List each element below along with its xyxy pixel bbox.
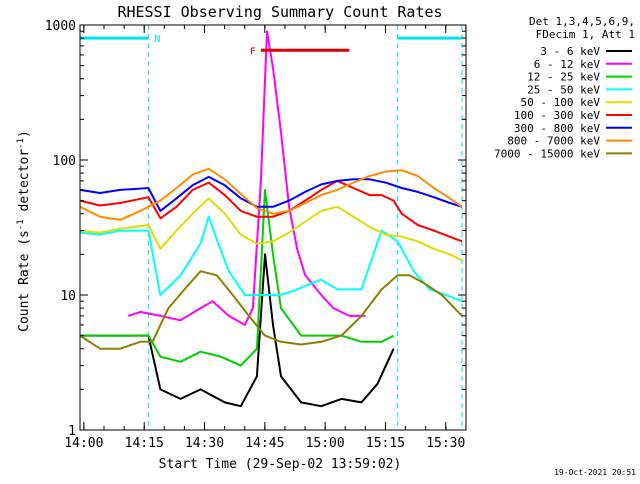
x-tick-label-4: 15:00 <box>306 436 345 451</box>
series-line-2 <box>80 188 395 367</box>
plot-frame <box>79 24 467 431</box>
series-line-1 <box>127 30 366 326</box>
y-tick-label-0: 1 <box>68 424 76 439</box>
y-tick-label-3: 1000 <box>45 19 76 34</box>
x-tick-label-1: 14:15 <box>125 436 164 451</box>
y-tick-label-2: 100 <box>53 154 76 169</box>
legend-header-line-2: FDecim 1, Att 1 <box>536 28 635 41</box>
series-line-7 <box>79 167 463 221</box>
x-tick-label-2: 14:30 <box>185 436 224 451</box>
series-line-0 <box>80 253 395 408</box>
legend-label-5: 100 - 300 keV <box>514 109 600 122</box>
legend-label-1: 6 - 12 keV <box>534 58 601 71</box>
x-tick-label-5: 15:15 <box>366 436 405 451</box>
x-tick-label-3: 14:45 <box>245 436 284 451</box>
series-line-3 <box>79 215 463 303</box>
legend-label-3: 25 - 50 keV <box>527 83 600 96</box>
chart-title: RHESSI Observing Summary Count Rates <box>117 3 442 21</box>
flag-label-2: F <box>250 46 256 57</box>
series-line-6 <box>79 175 463 212</box>
legend-label-8: 7000 - 15000 keV <box>494 147 600 160</box>
legend-label-4: 50 - 100 keV <box>521 96 601 109</box>
timestamp: 19-Oct-2021 20:51 <box>554 468 636 477</box>
y-tick-label-1: 10 <box>60 289 76 304</box>
legend-label-7: 800 - 7000 keV <box>507 135 600 148</box>
legend-label-6: 300 - 800 keV <box>514 122 600 135</box>
y-axis-label: Count Rate (s-1 detector-1) <box>16 130 32 332</box>
x-tick-label-0: 14:00 <box>64 436 103 451</box>
plot-layer: NF <box>79 25 463 430</box>
series-line-4 <box>79 197 463 262</box>
flag-label-0: N <box>154 34 160 45</box>
legend-header-line-1: Det 1,3,4,5,6,9, <box>529 15 635 28</box>
legend-label-2: 12 - 25 keV <box>527 71 600 84</box>
legend-label-0: 3 - 6 keV <box>540 45 600 58</box>
series-line-8 <box>79 270 463 350</box>
x-tick-label-6: 15:30 <box>426 436 465 451</box>
x-axis-label: Start Time (29-Sep-02 13:59:02) <box>159 457 402 472</box>
axis-layer: 1 10 100 1000 14:00 14:15 14:30 14:45 15:00 15:15… <box>45 19 467 451</box>
